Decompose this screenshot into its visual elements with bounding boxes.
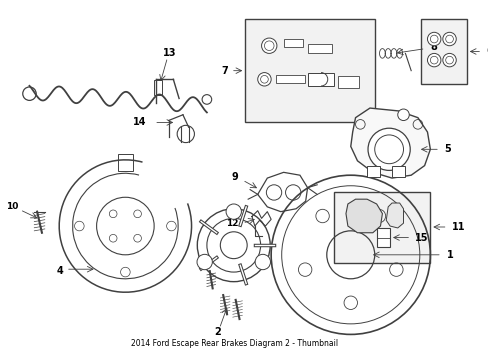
Circle shape [197,254,212,270]
Bar [118,154,133,171]
Polygon shape [345,199,382,233]
Bar [307,44,331,53]
Text: 7: 7 [221,66,227,76]
Bar [283,39,302,47]
Bar [420,19,466,84]
Circle shape [427,32,440,46]
Text: 12: 12 [225,219,238,228]
Text: 9: 9 [231,172,238,182]
Bar [391,166,405,177]
Bar [275,75,304,83]
Circle shape [442,32,455,46]
Polygon shape [386,203,403,228]
Text: 3: 3 [204,259,210,268]
Text: 1: 1 [446,250,452,260]
Text: 5: 5 [443,144,449,154]
Polygon shape [350,108,429,178]
Text: 6: 6 [485,46,488,57]
Text: 14: 14 [133,117,146,127]
Circle shape [442,53,455,67]
Bar [307,73,334,86]
Circle shape [397,109,408,121]
Bar [376,228,389,247]
Bar [366,166,380,177]
Circle shape [225,204,241,219]
Text: 4: 4 [56,266,63,276]
Bar [338,76,359,88]
Circle shape [261,38,276,53]
Circle shape [255,254,270,270]
Bar [245,19,374,122]
Text: 13: 13 [163,48,176,58]
Circle shape [427,53,440,67]
Circle shape [257,73,271,86]
Text: 10: 10 [5,202,18,211]
Text: 15: 15 [414,233,427,243]
Text: 8: 8 [429,42,436,52]
Text: 2: 2 [214,327,221,337]
Bar [154,80,162,95]
Text: 11: 11 [450,222,464,232]
Text: 2014 Ford Escape Rear Brakes Diagram 2 - Thumbnail: 2014 Ford Escape Rear Brakes Diagram 2 -… [131,338,338,347]
Circle shape [197,209,270,282]
Circle shape [367,128,409,170]
Bar [334,192,429,264]
